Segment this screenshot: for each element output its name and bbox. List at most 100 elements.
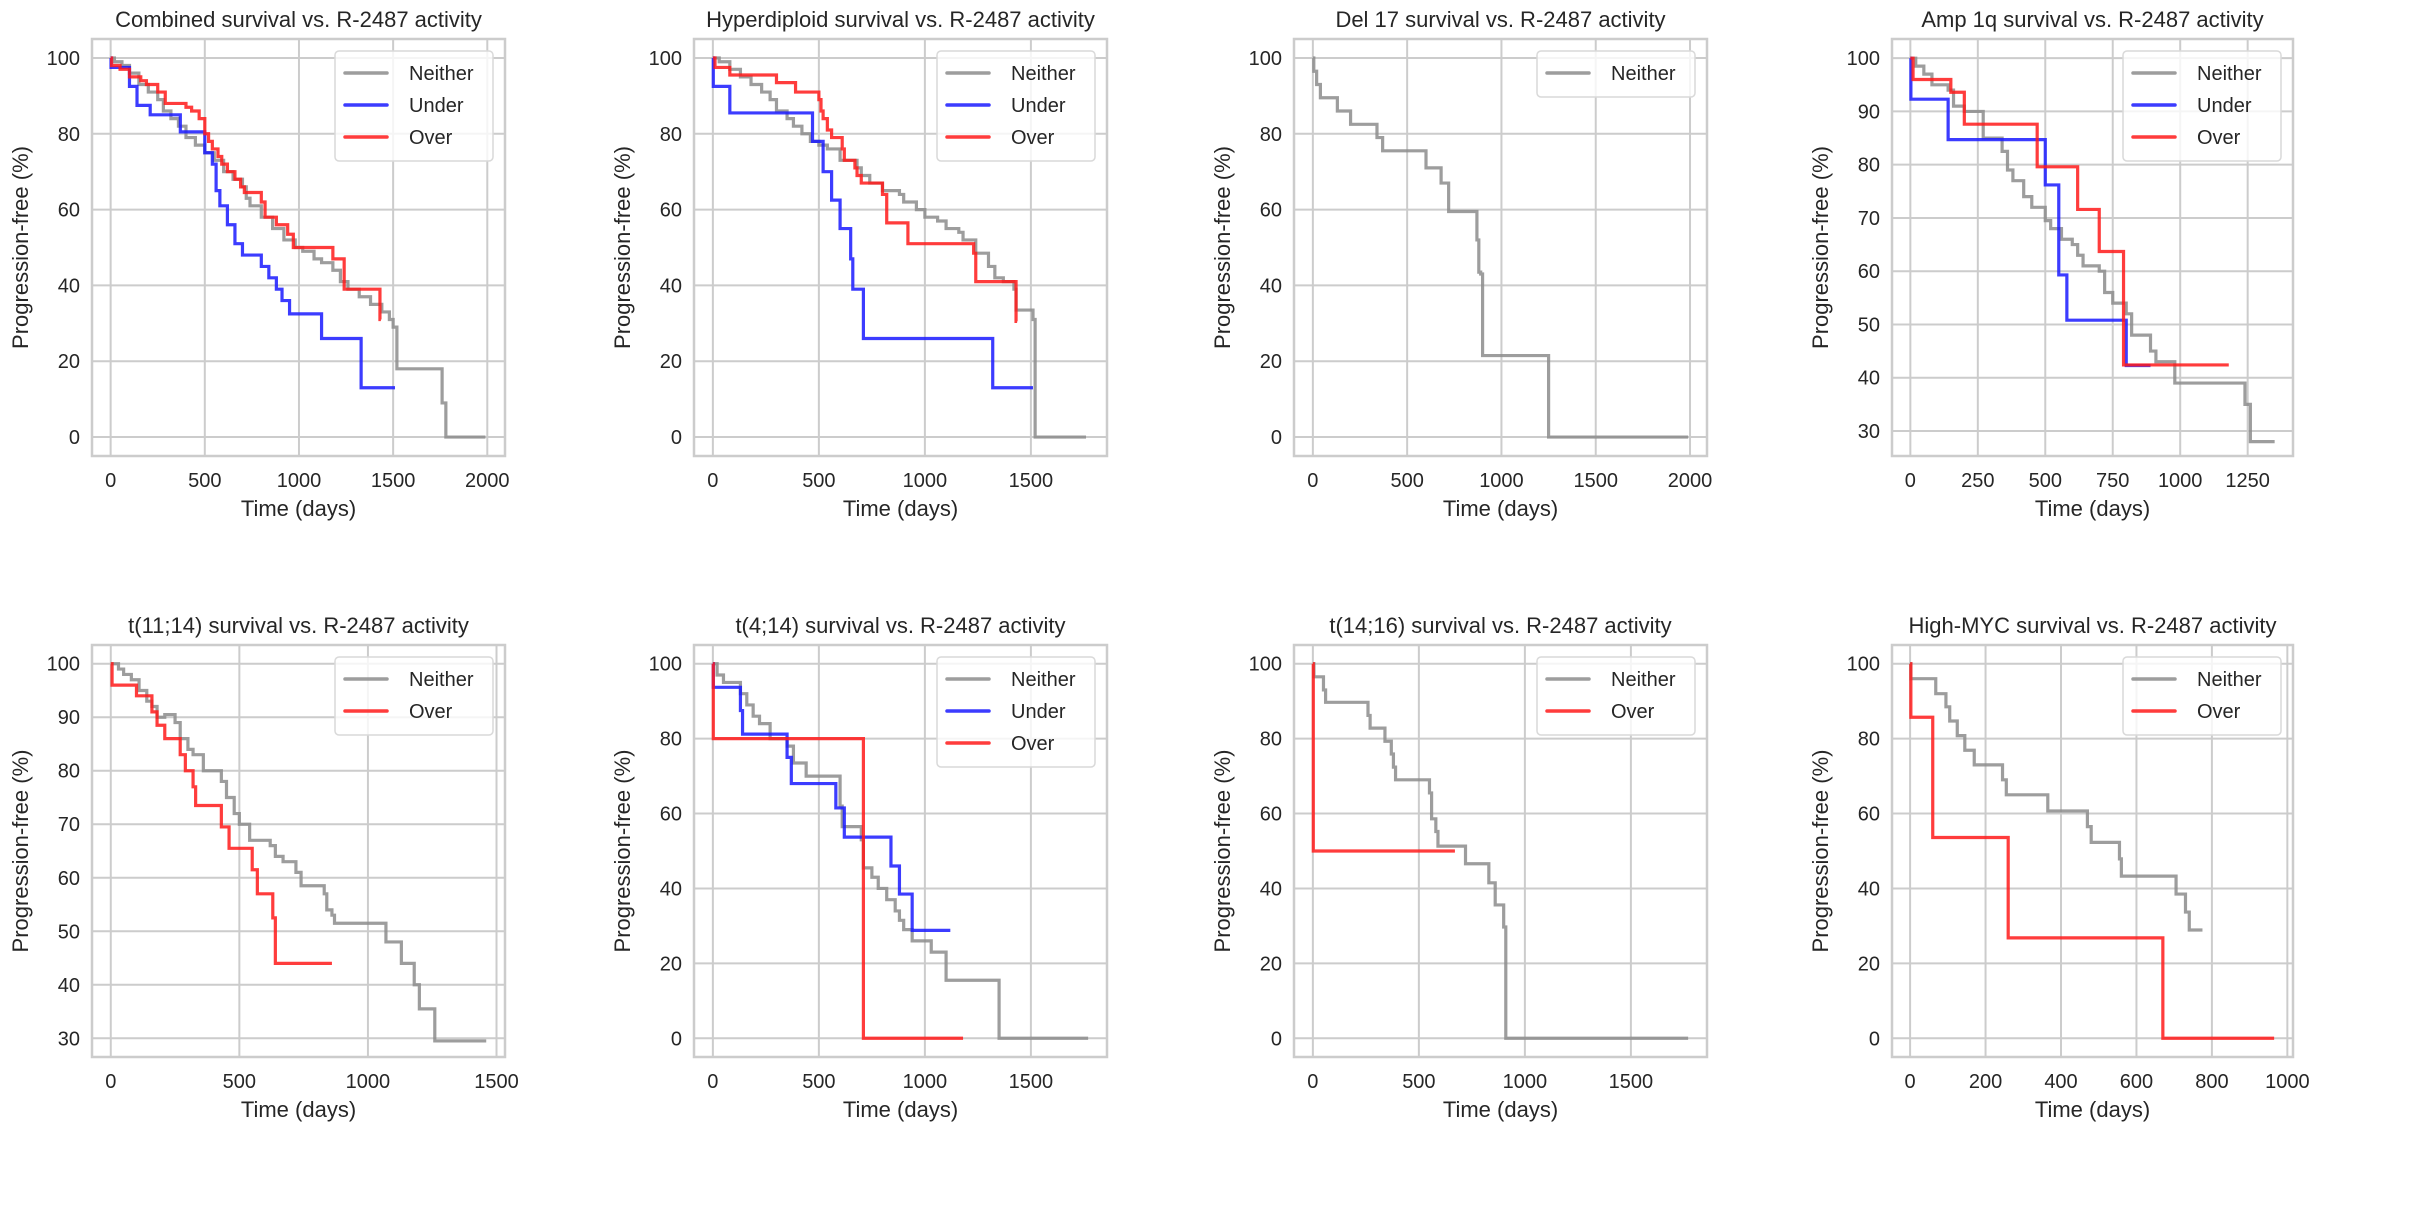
x-tick-label: 2000 (465, 470, 510, 492)
x-tick-label: 1500 (371, 470, 416, 492)
x-axis-label: Time (days) (1443, 496, 1558, 521)
x-tick-label: 500 (2029, 470, 2062, 492)
y-tick-label: 0 (671, 427, 682, 449)
y-tick-label: 20 (660, 953, 682, 975)
legend: Neither Over (1536, 656, 1696, 736)
legend-label-over: Over (2197, 127, 2241, 149)
series-line-under (711, 56, 1034, 390)
legend-label-neither: Neither (1611, 669, 1676, 691)
x-tick-label: 2000 (1668, 470, 1713, 492)
subplot-3: 0 500 1000 1500 2000 0 20 40 60 80 100 Del 17 survi… (1210, 7, 1712, 521)
legend-label-neither: Neither (2197, 669, 2262, 691)
x-tick-label: 750 (2096, 470, 2129, 492)
y-tick-label: 20 (1260, 953, 1282, 975)
axes-frame (1890, 643, 2295, 1059)
axes-frame (90, 37, 507, 458)
y-axis-label: Progression-free (%) (610, 750, 635, 953)
series-line-under (711, 662, 951, 933)
x-tick-label: 0 (105, 470, 116, 492)
legend-box (1536, 50, 1696, 98)
legend: Neither Under Over (2122, 50, 2282, 162)
y-tick-label: 20 (1260, 351, 1282, 373)
subplot-4: 0 250 500 750 1000 1250 30 40 50 60 70 80 90 100 Amp 1… (1808, 7, 2295, 521)
series-line-over (1910, 56, 2229, 367)
x-tick-label: 500 (223, 1071, 256, 1093)
x-tick-label: 1000 (903, 470, 948, 492)
legend-label-over: Over (2197, 701, 2241, 723)
legend-label-under: Under (409, 95, 464, 117)
legend-label-neither: Neither (409, 63, 474, 85)
y-axis-label: Progression-free (%) (1808, 750, 1833, 953)
series-line-neither (712, 662, 1089, 1040)
x-tick-label: 0 (1905, 1071, 1916, 1093)
series-line-over (712, 56, 1018, 324)
legend-label-neither: Neither (409, 669, 474, 691)
legend-box (936, 50, 1096, 162)
series-line-neither (1909, 662, 2203, 932)
legend-box (334, 50, 494, 162)
x-tick-label: 500 (802, 470, 835, 492)
y-tick-label: 0 (1271, 1028, 1282, 1050)
x-tick-label: 500 (188, 470, 221, 492)
legend-box (334, 656, 494, 736)
y-tick-label: 70 (58, 814, 80, 836)
x-tick-label: 1500 (1009, 1071, 1054, 1093)
y-tick-label: 90 (1858, 101, 1880, 123)
series-line-over (110, 662, 332, 965)
series-line-neither (1312, 56, 1689, 439)
x-tick-label: 1250 (2225, 470, 2270, 492)
subplot-1: 0 500 1000 1500 2000 0 20 40 60 80 100 Combined sur… (8, 7, 510, 521)
legend-box (2122, 656, 2282, 736)
series-line-neither (1910, 56, 2275, 444)
y-tick-label: 40 (1858, 878, 1880, 900)
legend: Neither (1536, 50, 1696, 98)
subplot-8: 0 200 400 600 800 1000 0 20 40 60 80 100 High-MYC su… (1808, 613, 2310, 1122)
legend-label-under: Under (2197, 95, 2252, 117)
x-tick-label: 600 (2120, 1071, 2153, 1093)
subplot-title: Del 17 survival vs. R-2487 activity (1335, 7, 1665, 32)
x-tick-label: 1000 (277, 470, 322, 492)
x-tick-label: 1500 (1609, 1071, 1654, 1093)
y-tick-label: 0 (671, 1028, 682, 1050)
subplot-2: 0 500 1000 1500 0 20 40 60 80 100 Hyperdiploid sur… (610, 7, 1109, 521)
y-tick-label: 100 (47, 654, 80, 676)
x-tick-label: 500 (1390, 470, 1423, 492)
y-axis-label: Progression-free (%) (8, 146, 33, 349)
legend: Neither Under Over (936, 50, 1096, 162)
y-tick-label: 80 (1858, 155, 1880, 177)
y-tick-label: 60 (1858, 261, 1880, 283)
y-tick-label: 50 (1858, 314, 1880, 336)
series-line-over (711, 662, 964, 1040)
x-tick-label: 1000 (903, 1071, 948, 1093)
y-tick-label: 100 (47, 48, 80, 70)
legend-label-over: Over (409, 701, 453, 723)
subplot-title: Hyperdiploid survival vs. R-2487 activit… (706, 7, 1095, 32)
y-tick-label: 100 (1249, 654, 1282, 676)
y-tick-label: 0 (69, 427, 80, 449)
y-tick-label: 40 (660, 275, 682, 297)
x-tick-label: 0 (1905, 470, 1916, 492)
x-tick-label: 0 (707, 1071, 718, 1093)
x-tick-label: 1500 (1573, 470, 1618, 492)
y-tick-label: 30 (58, 1028, 80, 1050)
x-tick-label: 1500 (1009, 470, 1054, 492)
x-tick-label: 500 (1402, 1071, 1435, 1093)
axes-frame (90, 643, 507, 1059)
series-line-under (109, 56, 396, 390)
x-tick-label: 800 (2195, 1071, 2228, 1093)
x-tick-label: 1000 (2265, 1071, 2310, 1093)
y-tick-label: 60 (660, 200, 682, 222)
y-axis-label: Progression-free (%) (610, 146, 635, 349)
y-tick-label: 100 (1249, 48, 1282, 70)
x-axis-label: Time (days) (843, 496, 958, 521)
y-tick-label: 0 (1869, 1028, 1880, 1050)
subplot-5: 0 500 1000 1500 30 40 50 60 70 80 90 100 t(11;14) su… (8, 613, 519, 1122)
series-line-under (1909, 56, 2151, 368)
legend-label-neither: Neither (1011, 669, 1076, 691)
x-tick-label: 400 (2044, 1071, 2077, 1093)
legend-label-neither: Neither (2197, 63, 2262, 85)
legend-label-neither: Neither (1011, 63, 1076, 85)
y-tick-label: 60 (1260, 804, 1282, 826)
y-tick-label: 40 (660, 878, 682, 900)
x-axis-label: Time (days) (843, 1097, 958, 1122)
